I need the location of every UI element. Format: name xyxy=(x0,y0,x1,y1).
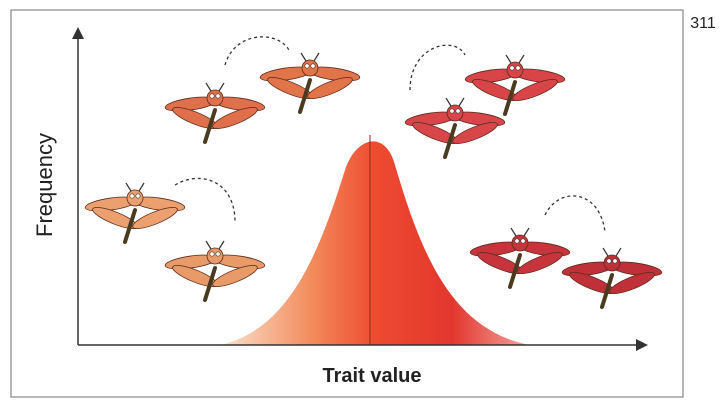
page-number: 311 xyxy=(690,15,716,32)
distribution-curve xyxy=(220,141,530,345)
y-axis-label: Frequency xyxy=(32,133,57,237)
x-axis-label: Trait value xyxy=(323,365,422,387)
figure: 311 Frequency Trait value xyxy=(0,0,727,400)
page: 311 Frequency Trait value (() => { const… xyxy=(0,0,727,400)
